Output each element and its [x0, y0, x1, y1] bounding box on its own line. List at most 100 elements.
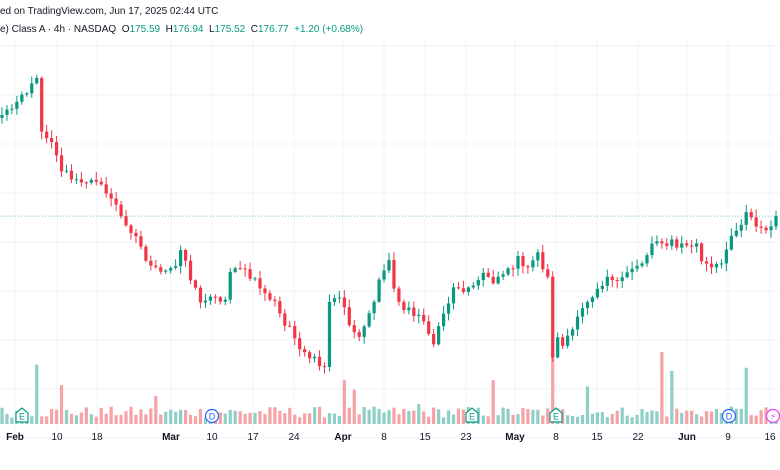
- candle: [223, 296, 227, 306]
- volume-bar: [590, 413, 595, 424]
- candle: [570, 327, 575, 341]
- volume-bar: [670, 370, 674, 424]
- volume-bar: [566, 415, 570, 424]
- volume-bar: [89, 414, 93, 424]
- volume-bar: [580, 414, 585, 424]
- candle: [119, 200, 123, 219]
- candle: [481, 267, 485, 287]
- volume-bar: [243, 413, 247, 424]
- volume-bar: [660, 352, 664, 424]
- volume-bar: [714, 409, 719, 424]
- candle: [134, 228, 138, 244]
- volume-bar: [675, 408, 679, 424]
- event-marker-e[interactable]: E: [465, 407, 479, 423]
- volume-bar: [456, 408, 461, 424]
- volume-bar: [228, 409, 232, 424]
- volume-bar: [119, 414, 123, 424]
- event-marker-s[interactable]: ⚡: [765, 408, 780, 424]
- candle: [79, 171, 83, 187]
- volume-bar: [372, 406, 376, 424]
- volume-bar: [744, 367, 748, 424]
- volume-bar: [615, 410, 619, 424]
- volume-bar: [248, 412, 252, 424]
- volume-bar: [585, 386, 590, 424]
- candle: [15, 95, 19, 115]
- volume-bar: [496, 415, 500, 424]
- candle: [332, 294, 337, 306]
- candle: [675, 236, 679, 251]
- candle: [397, 285, 401, 306]
- candle: [0, 107, 4, 124]
- volume-bar: [551, 349, 555, 424]
- volume-bar: [263, 414, 267, 424]
- candle: [94, 171, 98, 186]
- volume-bar: [620, 407, 624, 424]
- volume-bar: [35, 364, 39, 424]
- event-marker-label: ⚡: [770, 412, 776, 422]
- x-tick-label: Apr: [334, 432, 351, 443]
- x-axis: Feb 10 18 Mar 10 17 24 Apr 8 15 23 May 8 15 22 Jun 9 16: [6, 432, 776, 443]
- volume-bar: [84, 407, 88, 424]
- candle: [352, 320, 356, 339]
- high-value: 176.94: [172, 24, 204, 35]
- candle: [114, 192, 118, 212]
- volume-bar: [704, 411, 709, 424]
- volume-bar: [352, 389, 356, 424]
- volume-bar: [40, 416, 44, 424]
- volume-bar: [218, 412, 222, 424]
- candle: [427, 315, 431, 336]
- volume-bar: [109, 406, 113, 424]
- event-marker-e[interactable]: E: [15, 407, 29, 423]
- volume-bar: [293, 414, 297, 424]
- candle: [382, 264, 386, 283]
- candle: [337, 290, 341, 304]
- candle: [660, 238, 664, 249]
- x-tick-label: 8: [381, 432, 387, 443]
- volume-bar: [734, 408, 738, 424]
- volume-bar: [124, 411, 128, 424]
- candle: [486, 268, 490, 278]
- candle: [228, 267, 232, 304]
- candle: [84, 181, 88, 189]
- volume-bar: [481, 415, 485, 424]
- candle: [407, 301, 411, 315]
- candle: [129, 224, 133, 240]
- event-marker-d[interactable]: D: [721, 408, 737, 424]
- volume-bar: [610, 414, 614, 424]
- volume-bar: [749, 415, 753, 424]
- candle: [74, 173, 79, 184]
- candle: [164, 268, 168, 274]
- volume-bar: [347, 407, 351, 424]
- volume-bar: [233, 410, 237, 424]
- candle: [238, 260, 242, 271]
- candle: [139, 230, 143, 250]
- volume-bar: [461, 409, 466, 424]
- volume-bar: [59, 385, 64, 424]
- event-marker-d[interactable]: D: [204, 408, 220, 424]
- candle: [590, 295, 595, 308]
- volume-bar: [709, 411, 714, 424]
- candle: [640, 261, 644, 268]
- volume-bar: [174, 411, 178, 424]
- event-marker-e[interactable]: E: [549, 407, 563, 423]
- candle: [109, 188, 113, 207]
- volume-bar: [322, 417, 327, 424]
- candle: [317, 350, 322, 371]
- symbol-legend: e) Class A · 4h · NASDAQ O175.59 H176.94…: [0, 24, 363, 35]
- candle: [541, 244, 545, 273]
- change-value: +1.20 (+0.68%): [294, 24, 364, 35]
- volume-bar: [546, 408, 550, 424]
- candle: [650, 236, 654, 259]
- volume-bar: [412, 410, 416, 424]
- candle: [193, 279, 198, 290]
- candle: [605, 269, 609, 292]
- x-tick-label: 10: [206, 432, 218, 443]
- close-label: C: [250, 24, 258, 35]
- volume-bar: [288, 407, 292, 424]
- open-label: O: [121, 24, 130, 35]
- event-marker-label: E: [553, 412, 559, 422]
- candle: [501, 270, 505, 281]
- candle: [258, 270, 262, 295]
- volume-bar: [595, 412, 599, 424]
- volume-bar: [332, 413, 337, 424]
